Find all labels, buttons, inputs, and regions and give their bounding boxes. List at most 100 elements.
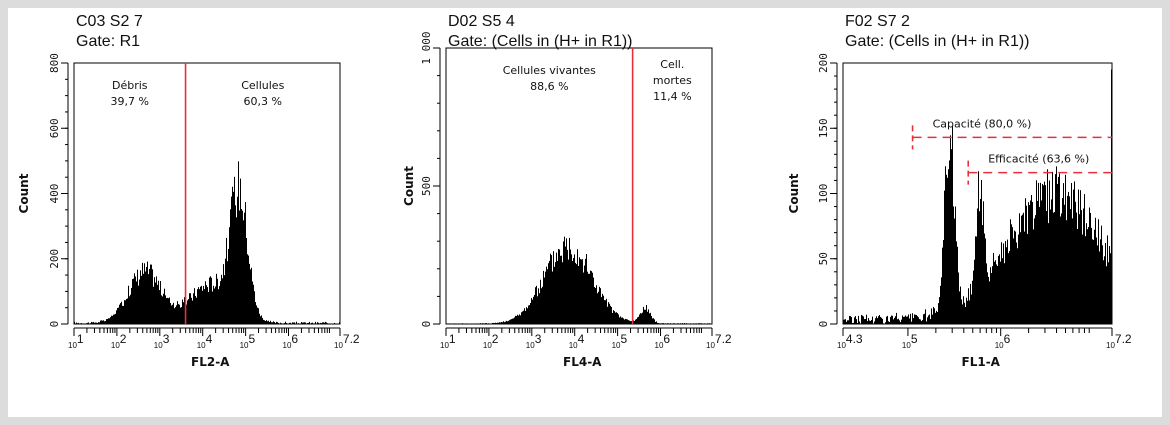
histogram-bar [261,315,262,324]
histogram-bar [323,322,324,324]
histogram-bar [1090,212,1091,324]
histogram-bar [575,262,576,324]
histogram-bar [947,177,948,324]
histogram-bar [600,288,601,324]
histogram-bar [853,322,854,324]
histogram-bar [142,262,143,324]
histogram-bar [273,321,274,324]
histogram-bar [517,314,518,324]
histogram-bar [1071,182,1072,324]
y-tick-label: 600 [48,118,61,138]
histogram-bar [886,316,887,324]
histogram-bar [78,322,79,324]
histogram-bar [177,301,178,324]
x-tick-label: 102 [483,332,499,350]
histogram-bar [854,317,855,324]
histogram-bar [889,321,890,324]
histogram-bar [586,254,587,324]
histogram-bar [162,296,163,324]
histogram-bar [990,267,991,324]
histogram-bar [1080,190,1081,324]
histogram-bar [1063,183,1064,324]
histogram-bar [976,236,977,324]
histogram-bar [625,318,626,324]
histogram-bar [845,319,846,324]
histogram-bar [871,319,872,324]
histogram-bar [604,300,605,324]
histogram-bar [193,293,194,324]
histogram-bar [238,161,239,324]
histogram-bar [556,252,557,324]
histogram-bar [1097,245,1098,324]
histogram-bar [914,314,915,324]
histogram-bar [195,295,196,324]
histogram-bar [573,258,574,324]
y-tick-label: 200 [817,53,830,73]
histogram-bar [851,317,852,324]
histogram-bar [1027,233,1028,324]
histogram-bar [1019,213,1020,324]
histogram-bar [620,316,621,324]
histogram-bar [875,318,876,324]
histogram-bar [605,300,606,324]
histogram-bar [992,266,993,324]
histogram-bar [527,308,528,324]
histogram-bar [304,322,305,324]
histogram-bar [918,317,919,324]
histogram-bar [643,306,644,324]
histogram-bar [528,305,529,324]
histogram-bar [188,299,189,324]
histogram-bar [117,307,118,324]
histogram-bar [564,236,565,324]
histogram-bar [850,316,851,324]
histogram-bar [577,249,578,324]
chart-title: F02 S7 2 [845,13,910,30]
histogram-bar [1024,231,1025,324]
y-axis-label: Count [402,166,416,206]
histogram-bar [511,319,512,324]
histogram-bar [967,300,968,324]
histogram-bar [569,237,570,324]
histogram-bar [519,314,520,324]
histogram-bar [1104,256,1105,324]
histogram-bar [942,247,943,324]
histogram-bar [322,322,323,324]
histogram-bar [906,316,907,324]
histogram-bar [1078,189,1079,324]
histogram-bar [137,269,138,324]
histogram-bar [616,312,617,324]
histogram-bar [549,260,550,324]
histogram-bar [139,279,140,324]
histogram-bar [955,206,956,324]
histogram-bar [1018,234,1019,324]
histogram-bar [276,321,277,324]
histogram-bar [954,218,955,324]
histogram-bar [312,322,313,324]
histogram-bar [1054,211,1055,324]
histogram-bar [622,317,623,324]
histogram-bar [637,317,638,324]
histogram-bar [531,298,532,324]
histogram-bar [100,320,101,324]
y-tick-label: 800 [48,53,61,73]
histogram-bar [164,288,165,324]
histogram-bar [971,294,972,324]
histogram-bar [623,318,624,324]
histogram-bar [653,318,654,324]
histogram-bar [928,315,929,324]
region-label: mortes [653,74,692,87]
histogram-bar [1105,242,1106,324]
histogram-bar [590,270,591,324]
histogram-bar [618,314,619,324]
threshold-label: Capacité (80,0 %) [933,117,1032,130]
histogram-bar [120,303,121,324]
histogram-bar [523,310,524,324]
histogram-bar [190,293,191,324]
histogram-bar [562,262,563,324]
histogram-bar [144,263,145,324]
histogram-bar [968,288,969,324]
x-tick-label: 103 [154,332,170,350]
histogram-bar [87,322,88,324]
histogram-bar [987,272,988,324]
histogram-bar [169,297,170,324]
